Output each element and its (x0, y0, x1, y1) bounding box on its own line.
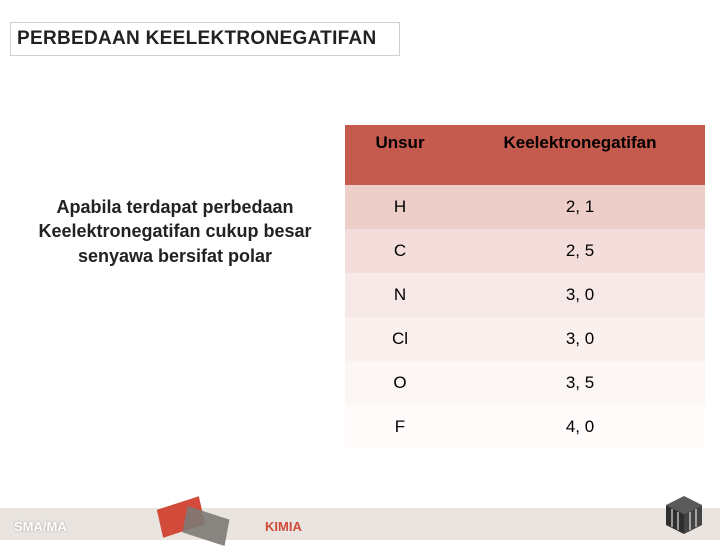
cell-element: C (345, 229, 455, 273)
table-row: F4, 0 (345, 405, 705, 449)
cell-element: F (345, 405, 455, 449)
col-header-unsur: Unsur (345, 125, 455, 185)
table-row: O3, 5 (345, 361, 705, 405)
cell-value: 3, 0 (455, 273, 705, 317)
table-row: N3, 0 (345, 273, 705, 317)
footer-bar: SMA/MA KIMIA (0, 508, 720, 540)
title-bar: PERBEDAAN KEELEKTRONEGATIFAN (10, 22, 400, 56)
cell-element: H (345, 185, 455, 229)
table-row: Cl3, 0 (345, 317, 705, 361)
cell-value: 2, 5 (455, 229, 705, 273)
cell-element: O (345, 361, 455, 405)
table-row: H2, 1 (345, 185, 705, 229)
cell-element: Cl (345, 317, 455, 361)
cell-value: 3, 0 (455, 317, 705, 361)
body-description: Apabila terdapat perbedaan Keelektronega… (10, 195, 340, 268)
cube-icon (662, 492, 706, 536)
electronegativity-table: UnsurKeelektronegatifan H2, 1C2, 5N3, 0C… (345, 125, 705, 449)
table-row: C2, 5 (345, 229, 705, 273)
footer-left-label: SMA/MA (14, 519, 67, 534)
col-header-keelektronegatifan: Keelektronegatifan (455, 125, 705, 185)
page-title: PERBEDAAN KEELEKTRONEGATIFAN (17, 28, 377, 50)
footer-center-label: KIMIA (265, 519, 302, 534)
cell-value: 2, 1 (455, 185, 705, 229)
cell-element: N (345, 273, 455, 317)
footer-decor-shapes (130, 485, 250, 540)
cell-value: 4, 0 (455, 405, 705, 449)
cell-value: 3, 5 (455, 361, 705, 405)
